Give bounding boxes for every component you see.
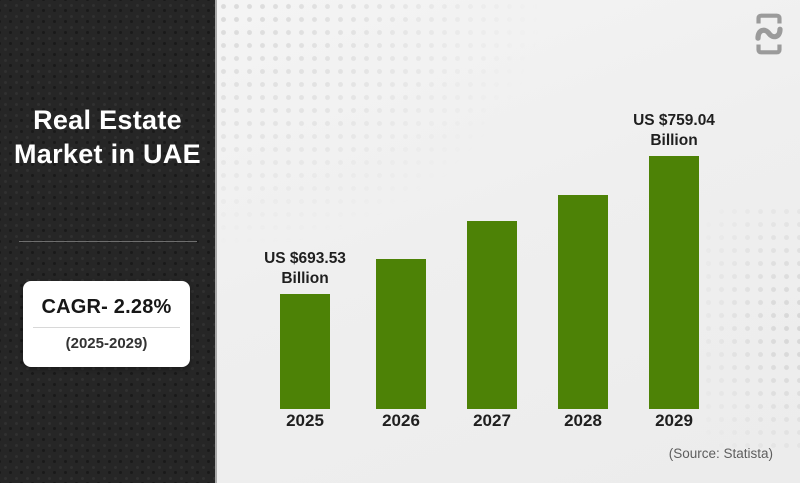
x-axis-label-2028: 2028 xyxy=(564,411,602,430)
bar-2025 xyxy=(280,294,330,409)
bar-chart: 2025 2026 2027 2028 2029 US $693.53 Billion US … xyxy=(217,0,800,483)
bar-2029 xyxy=(649,156,699,409)
cagr-value: CAGR- 2.28% xyxy=(41,296,172,318)
value-label-line2: Billion xyxy=(650,132,698,149)
x-axis-label-2029: 2029 xyxy=(655,411,693,430)
brand-logo-icon xyxy=(753,12,785,56)
page-title: Real Estate Market in UAE xyxy=(14,105,201,169)
x-axis-label-2027: 2027 xyxy=(473,411,511,430)
bar-2027 xyxy=(467,221,517,409)
value-label-line1: US $759.04 xyxy=(633,112,715,129)
panel-divider xyxy=(215,0,217,483)
cagr-card-divider xyxy=(33,327,180,328)
value-label-2025: US $693.53 Billion xyxy=(230,249,380,289)
cagr-period: (2025-2029) xyxy=(65,335,148,352)
value-label-line1: US $693.53 xyxy=(264,250,346,267)
sidebar: Real Estate Market in UAE CAGR- 2.28% (2… xyxy=(0,0,215,483)
sidebar-divider xyxy=(19,241,197,242)
bar-2028 xyxy=(558,195,608,409)
cagr-card: CAGR- 2.28% (2025-2029) xyxy=(23,281,190,367)
x-axis-label-2025: 2025 xyxy=(286,411,324,430)
value-label-2029: US $759.04 Billion xyxy=(599,111,749,151)
value-label-line2: Billion xyxy=(281,270,329,287)
source-label: (Source: Statista) xyxy=(668,446,773,461)
bar-2026 xyxy=(376,259,426,409)
x-axis-label-2026: 2026 xyxy=(382,411,420,430)
chart-panel: 2025 2026 2027 2028 2029 US $693.53 Billion US … xyxy=(217,0,800,483)
